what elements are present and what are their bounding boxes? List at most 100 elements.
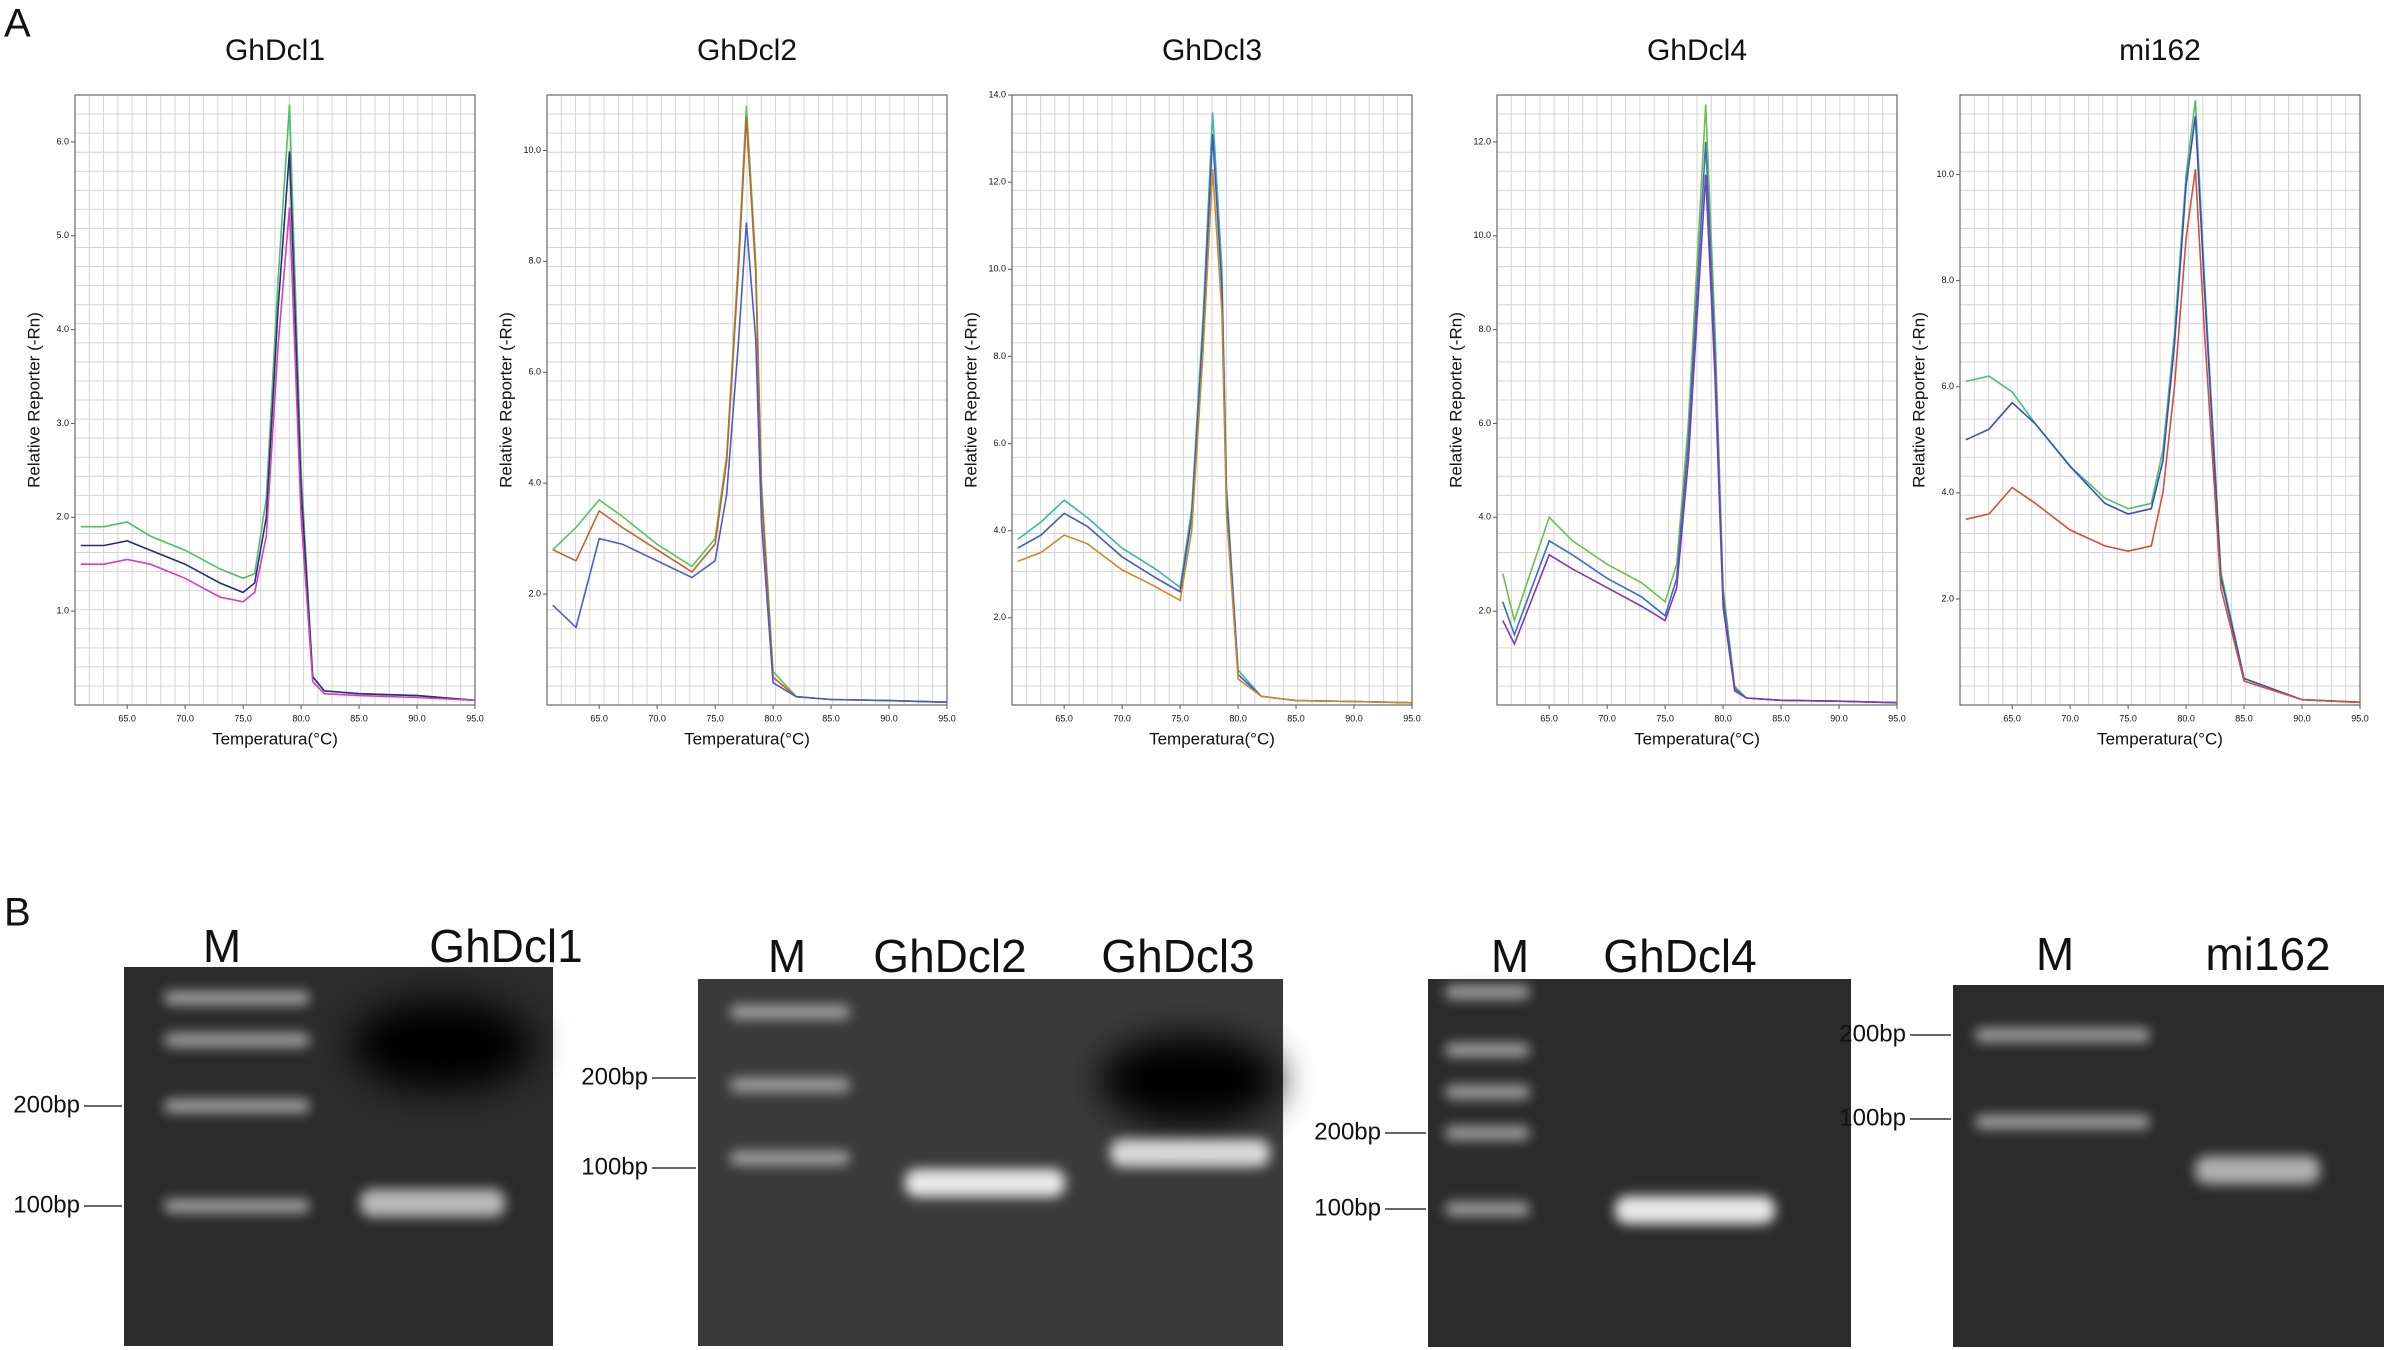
y-tick-label: 14.0 xyxy=(988,89,1006,99)
ladder-band xyxy=(164,1033,310,1047)
lane-label: mi162 xyxy=(2205,928,2330,980)
melt-curve xyxy=(552,222,948,703)
x-axis-label: Temperatura(°C) xyxy=(684,729,810,748)
y-tick-label: 8.0 xyxy=(1941,275,1954,285)
sample-band xyxy=(1110,1139,1270,1167)
ladder-band xyxy=(1445,1202,1530,1216)
x-tick-label: 80.0 xyxy=(292,713,310,723)
lane-label: GhDcl3 xyxy=(1101,930,1254,982)
melt-curve xyxy=(1017,169,1413,704)
x-tick-label: 70.0 xyxy=(1113,713,1131,723)
ladder-band xyxy=(1445,1043,1530,1057)
y-tick-label: 6.0 xyxy=(56,136,69,146)
sample-band xyxy=(1615,1196,1775,1224)
x-tick-label: 70.0 xyxy=(176,713,194,723)
x-tick-label: 70.0 xyxy=(2061,713,2079,723)
x-axis-label: Temperatura(°C) xyxy=(1634,729,1760,748)
y-tick-label: 2.0 xyxy=(56,512,69,522)
x-tick-label: 70.0 xyxy=(1598,713,1616,723)
x-tick-label: 95.0 xyxy=(2351,713,2369,723)
ladder-band xyxy=(164,1099,310,1113)
x-tick-label: 85.0 xyxy=(822,713,840,723)
y-axis-label: Relative Reporter (-Rn) xyxy=(1909,312,1928,488)
ladder-band xyxy=(164,991,310,1005)
marker-label: 100bp xyxy=(581,1153,648,1180)
ladder-band xyxy=(1445,1126,1530,1140)
chart-title: GhDcl1 xyxy=(225,34,325,67)
lane-label: M xyxy=(1491,930,1529,982)
x-tick-label: 85.0 xyxy=(1772,713,1790,723)
y-axis-label: Relative Reporter (-Rn) xyxy=(24,312,43,488)
y-tick-label: 10.0 xyxy=(523,145,541,155)
y-tick-label: 12.0 xyxy=(988,177,1006,187)
y-tick-label: 8.0 xyxy=(528,256,541,266)
x-tick-label: 80.0 xyxy=(1229,713,1247,723)
x-tick-label: 95.0 xyxy=(938,713,956,723)
y-tick-label: 2.0 xyxy=(993,612,1006,622)
y-axis-label: Relative Reporter (-Rn) xyxy=(496,312,515,488)
y-tick-label: 4.0 xyxy=(993,525,1006,535)
y-tick-label: 8.0 xyxy=(1478,324,1491,334)
x-axis-label: Temperatura(°C) xyxy=(1149,729,1275,748)
y-axis-label: Relative Reporter (-Rn) xyxy=(961,312,980,488)
chart-title: GhDcl2 xyxy=(697,34,797,67)
y-tick-label: 10.0 xyxy=(1936,169,1954,179)
chart-title: mi162 xyxy=(2119,34,2201,67)
y-tick-label: 3.0 xyxy=(56,418,69,428)
ladder-band xyxy=(730,1005,850,1019)
x-tick-label: 90.0 xyxy=(880,713,898,723)
plot-frame xyxy=(74,94,476,706)
marker-label: 200bp xyxy=(1314,1118,1381,1145)
y-tick-label: 12.0 xyxy=(1473,136,1491,146)
y-tick-label: 2.0 xyxy=(1478,606,1491,616)
melt-curve xyxy=(1502,174,1898,704)
y-axis-label: Relative Reporter (-Rn) xyxy=(1446,312,1465,488)
sample-band xyxy=(2195,1156,2320,1184)
lane-label: M xyxy=(768,930,806,982)
ladder-band xyxy=(164,1199,310,1213)
y-tick-label: 6.0 xyxy=(993,438,1006,448)
melt-curve xyxy=(80,151,476,702)
melt-curve xyxy=(80,207,476,702)
x-tick-label: 75.0 xyxy=(2119,713,2137,723)
x-tick-label: 65.0 xyxy=(1540,713,1558,723)
marker-label: 200bp xyxy=(1839,1020,1906,1047)
sample-band xyxy=(360,1189,505,1217)
y-tick-label: 10.0 xyxy=(988,264,1006,274)
y-tick-label: 2.0 xyxy=(528,588,541,598)
x-tick-label: 90.0 xyxy=(1830,713,1848,723)
ladder-band xyxy=(1445,1085,1530,1099)
x-tick-label: 85.0 xyxy=(1287,713,1305,723)
lane-label: GhDcl2 xyxy=(873,930,1026,982)
y-tick-label: 2.0 xyxy=(1941,593,1954,603)
x-tick-label: 95.0 xyxy=(1888,713,1906,723)
x-tick-label: 75.0 xyxy=(1656,713,1674,723)
y-tick-label: 10.0 xyxy=(1473,230,1491,240)
ladder-band xyxy=(1975,1115,2150,1129)
x-tick-label: 75.0 xyxy=(706,713,724,723)
melt-curve xyxy=(1965,169,2361,704)
x-tick-label: 85.0 xyxy=(2235,713,2253,723)
marker-label: 200bp xyxy=(13,1091,80,1118)
lane-label: M xyxy=(2036,928,2074,980)
x-tick-label: 80.0 xyxy=(2177,713,2195,723)
y-tick-label: 6.0 xyxy=(1478,418,1491,428)
y-tick-label: 1.0 xyxy=(56,606,69,616)
x-tick-label: 85.0 xyxy=(350,713,368,723)
x-tick-label: 90.0 xyxy=(408,713,426,723)
marker-label: 200bp xyxy=(581,1063,648,1090)
panel-label: A xyxy=(4,2,31,46)
y-tick-label: 4.0 xyxy=(1941,487,1954,497)
x-tick-label: 95.0 xyxy=(1403,713,1421,723)
x-tick-label: 95.0 xyxy=(466,713,484,723)
x-tick-label: 75.0 xyxy=(1171,713,1189,723)
lane-label: M xyxy=(203,920,241,972)
plot-frame xyxy=(1496,94,1898,706)
gel-shadow xyxy=(352,1000,532,1090)
y-tick-label: 8.0 xyxy=(993,351,1006,361)
y-tick-label: 6.0 xyxy=(1941,381,1954,391)
y-tick-label: 4.0 xyxy=(1478,512,1491,522)
panel-label: B xyxy=(4,891,31,935)
plot-frame xyxy=(546,94,948,706)
y-tick-label: 6.0 xyxy=(528,367,541,377)
